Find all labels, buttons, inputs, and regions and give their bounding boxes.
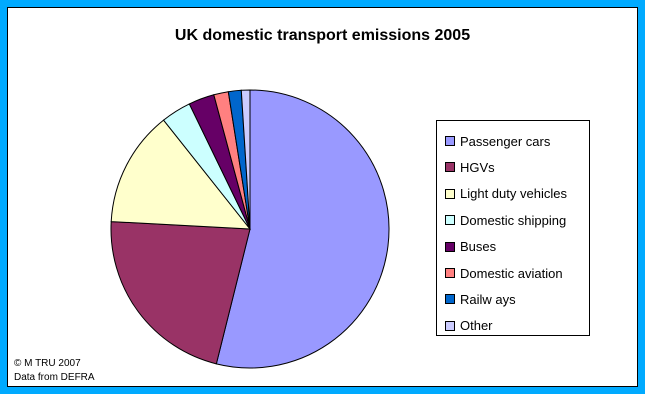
pie-slice-light-duty-vehicles — [110, 119, 252, 230]
legend-swatch — [445, 215, 455, 226]
source-line: Data from DEFRA — [14, 372, 95, 383]
legend-swatch — [445, 188, 455, 199]
legend-swatch — [445, 268, 455, 278]
legend-label: Railw ays — [460, 291, 516, 307]
legend-label: Passenger cars — [460, 133, 551, 149]
chart-area: UK domestic transport emissions 2005 Pas… — [7, 7, 638, 387]
legend-label: HGVs — [460, 159, 495, 175]
legend-label: Domestic shipping — [460, 212, 567, 228]
legend-swatch — [445, 162, 455, 173]
legend-label: Domestic aviation — [460, 265, 563, 281]
legend-item: Passenger cars — [445, 132, 550, 150]
credit-text: © M TRU 2007 Data from DEFRA — [14, 357, 95, 385]
legend-item: Buses — [445, 238, 496, 256]
legend-item: Railw ays — [445, 290, 516, 308]
legend-swatch — [445, 241, 455, 252]
legend: Passenger cars HGVs Light duty vehicles Dom… — [436, 120, 590, 336]
legend-label: Other — [460, 318, 493, 334]
legend-label: Light duty vehicles — [460, 186, 567, 202]
pie-slice-passenger-cars — [215, 89, 390, 369]
legend-swatch — [445, 136, 455, 146]
pie-slice-hgvs — [110, 221, 251, 365]
legend-swatch — [445, 294, 455, 305]
legend-item: HGVs — [445, 158, 495, 176]
legend-item: Domestic aviation — [445, 264, 563, 282]
chart-title: UK domestic transport emissions 2005 — [174, 27, 471, 44]
legend-item: Other — [445, 317, 493, 335]
legend-label: Buses — [460, 239, 497, 255]
legend-swatch — [445, 320, 455, 331]
legend-item: Domestic shipping — [445, 211, 566, 229]
pie-slice-other — [240, 89, 251, 230]
copyright-line: © M TRU 2007 — [14, 358, 81, 369]
pie-chart — [110, 89, 390, 369]
legend-item: Light duty vehicles — [445, 185, 567, 203]
